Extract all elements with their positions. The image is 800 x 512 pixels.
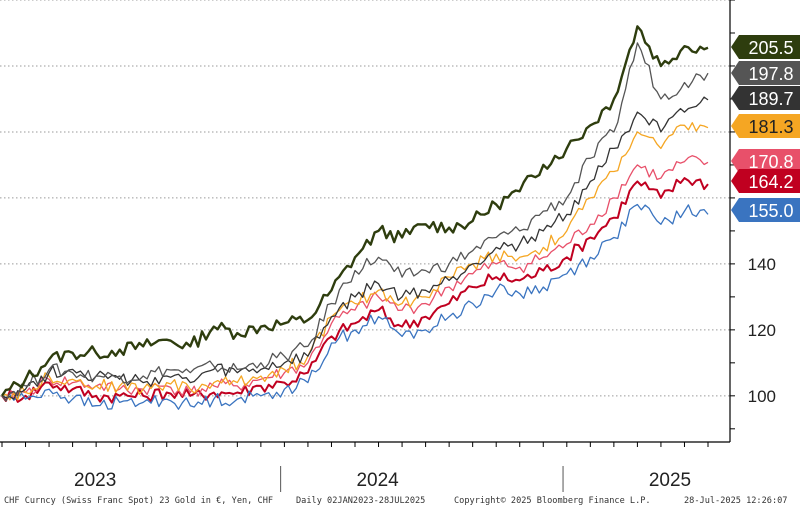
value-tag-label: 181.3 bbox=[748, 117, 793, 137]
y-tick-label: 140 bbox=[748, 255, 776, 274]
value-tag-label: 189.7 bbox=[748, 89, 793, 109]
series-line bbox=[1, 203, 709, 410]
value-tag bbox=[731, 198, 800, 222]
value-tag-label: 170.8 bbox=[748, 152, 793, 172]
x-year-label: 2025 bbox=[649, 470, 691, 491]
footer-copyright: Copyright© 2025 Bloomberg Finance L.P. bbox=[454, 496, 651, 506]
series-line bbox=[1, 177, 709, 404]
series-line bbox=[0, 25, 709, 397]
value-tag-label: 197.8 bbox=[748, 64, 793, 84]
footer-timestamp: 28-Jul-2025 12:26:07 bbox=[684, 496, 788, 506]
series-line bbox=[1, 42, 709, 402]
value-tag-label: 155.0 bbox=[748, 201, 793, 221]
chart-footer: CHF Curncy (Swiss Franc Spot) 23 Gold in… bbox=[4, 496, 796, 510]
series-line bbox=[1, 155, 709, 400]
y-tick-label: 120 bbox=[748, 321, 776, 340]
footer-period: Daily 02JAN2023-28JUL2025 bbox=[296, 496, 426, 506]
value-tag bbox=[731, 149, 800, 173]
value-tag bbox=[731, 169, 800, 193]
value-tag bbox=[731, 86, 800, 110]
value-tag-label: 164.2 bbox=[748, 172, 793, 192]
axes: 100 120 140 2023 2024 2025 bbox=[0, 0, 776, 492]
value-tag-label: 205.5 bbox=[748, 38, 793, 58]
series-line bbox=[1, 122, 709, 401]
value-tag bbox=[731, 61, 800, 85]
y-tick-label: 100 bbox=[748, 387, 776, 406]
series-lines bbox=[0, 25, 709, 410]
x-year-label: 2024 bbox=[356, 470, 399, 491]
footer-source: CHF Curncy (Swiss Franc Spot) 23 Gold in… bbox=[4, 496, 274, 506]
value-tag bbox=[731, 35, 800, 59]
x-year-label: 2023 bbox=[74, 470, 116, 491]
grid-lines bbox=[0, 0, 730, 397]
series-line bbox=[1, 96, 709, 400]
value-tag bbox=[731, 114, 800, 138]
